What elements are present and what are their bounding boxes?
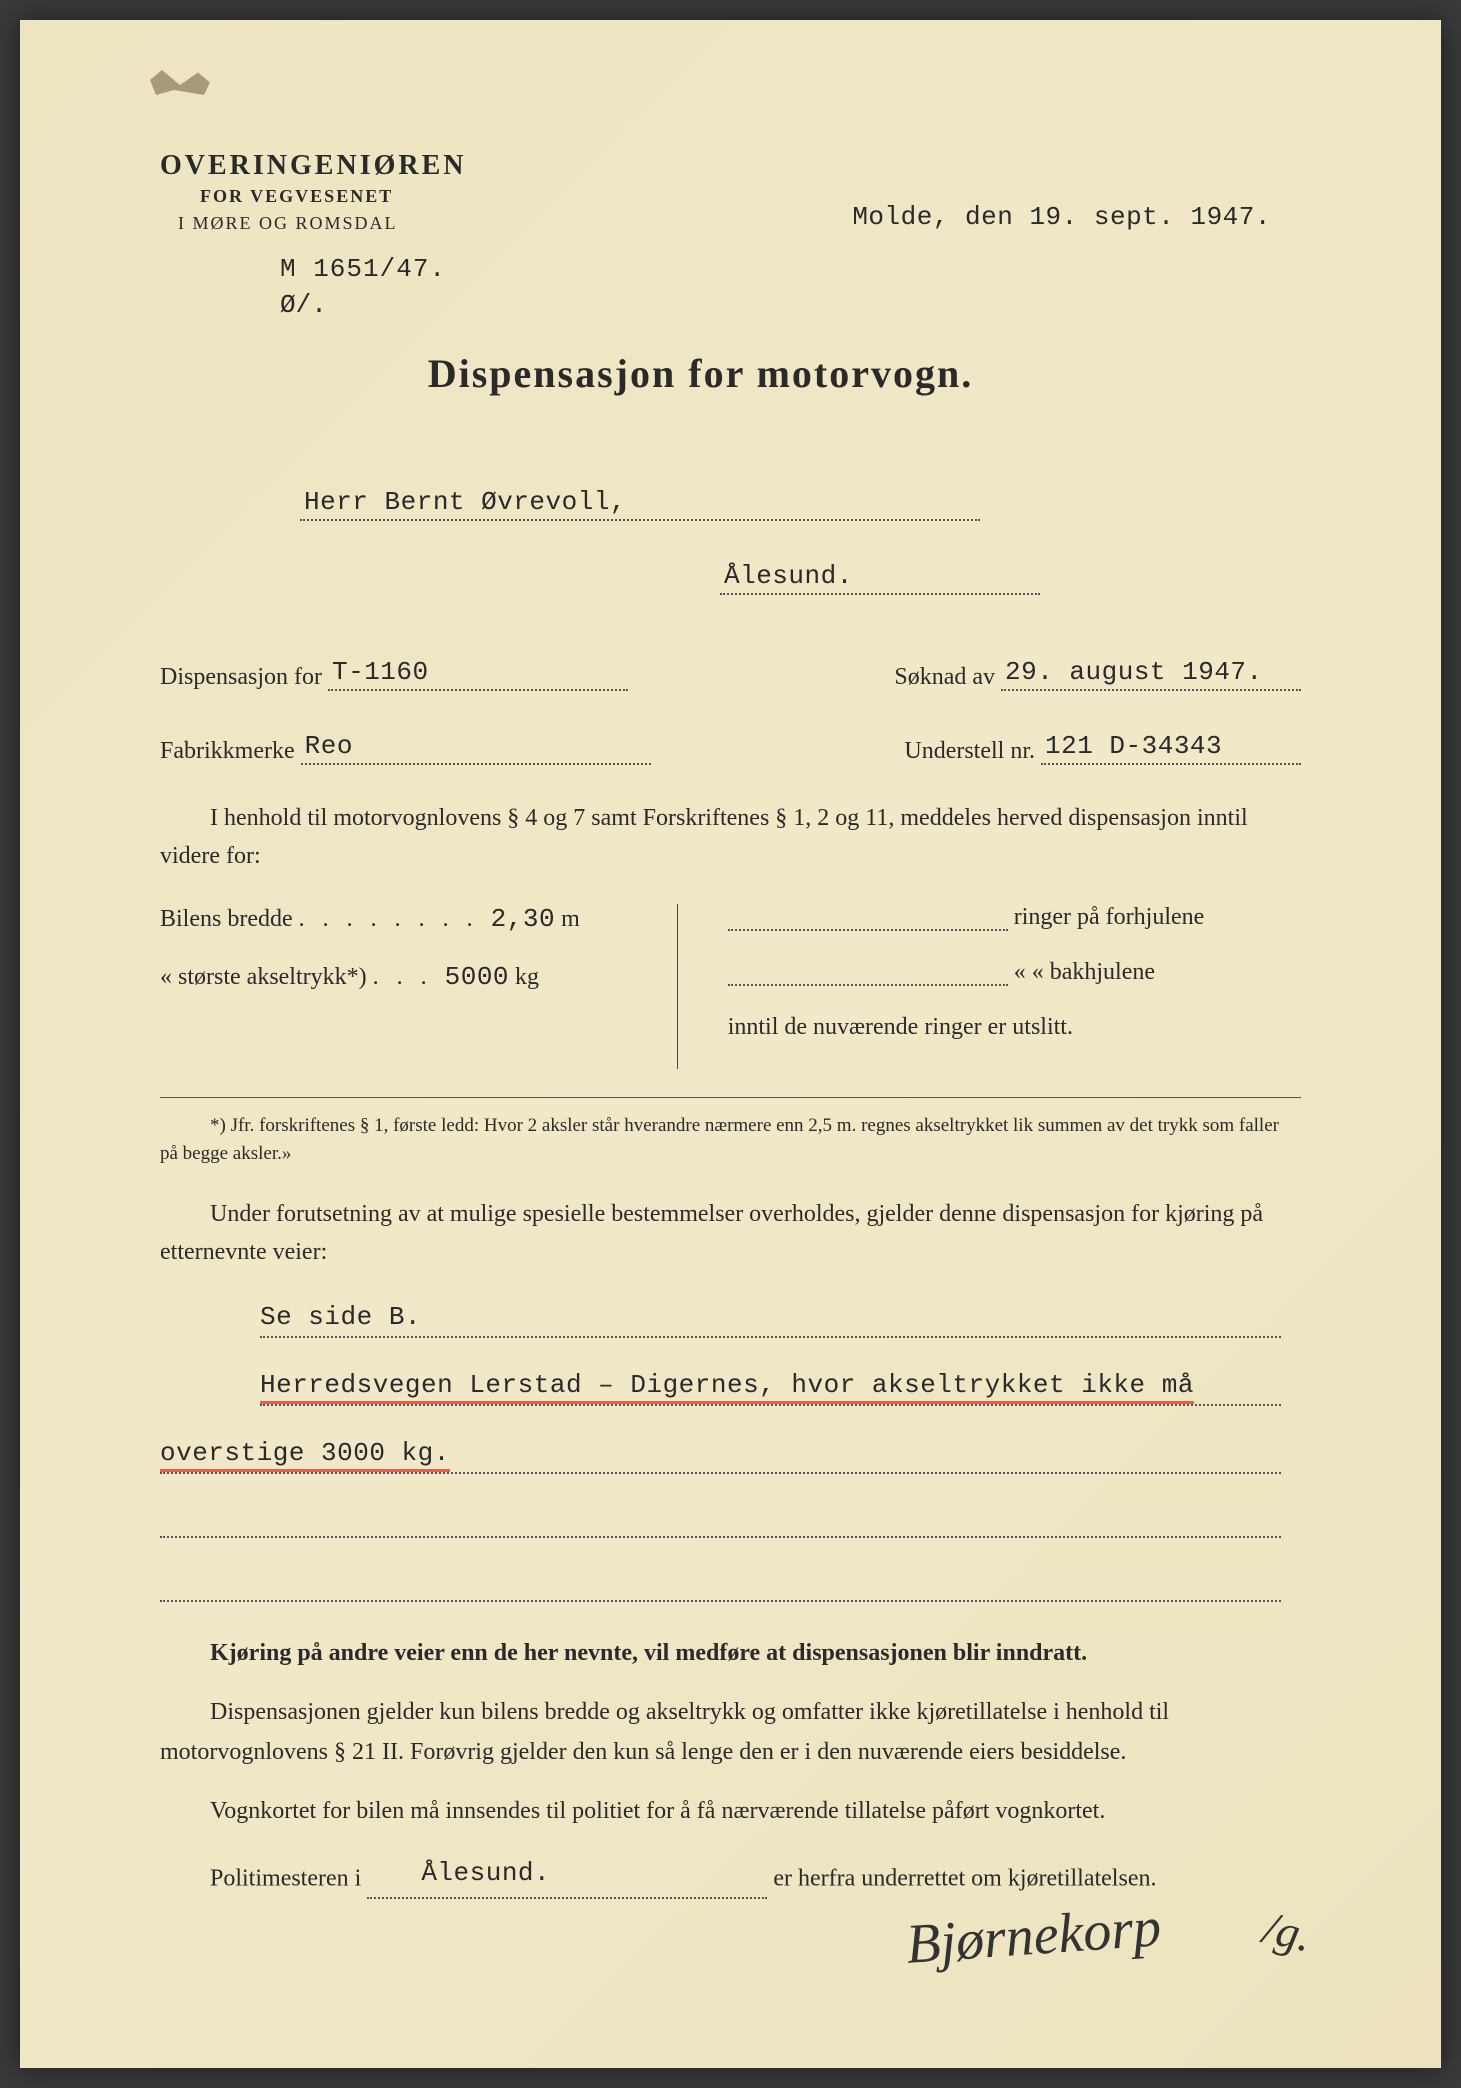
signature-mark: /g.	[1259, 1901, 1316, 1963]
politi-row: Politimesteren i Ålesund. er herfra unde…	[160, 1852, 1301, 1899]
road-line-empty-1	[160, 1506, 1281, 1538]
road-line-3-text: overstige 3000 kg.	[160, 1438, 450, 1472]
signature: Bjørnekorp	[904, 1895, 1163, 1977]
fabrikk-value: Reo	[301, 731, 651, 765]
bredde-unit: m	[561, 906, 580, 932]
fabrikk-label: Fabrikkmerke	[160, 738, 295, 764]
aksel-label: « største akseltrykk*)	[160, 964, 367, 990]
soknad-label: Søknad av	[894, 664, 995, 690]
paper-tear	[150, 70, 210, 95]
dispensation-row: Dispensasjon for T-1160 Søknad av 29. au…	[160, 657, 1301, 691]
forutsetning-para: Under forutsetning av at mulige spesiell…	[160, 1195, 1301, 1272]
spec-left: Bilens bredde . . . . . . . . 2,30 m « s…	[160, 904, 678, 1069]
road-line-2b: hvor akseltrykket ikke må	[775, 1370, 1194, 1404]
scope-paragraph: Dispensasjonen gjelder kun bilens bredde…	[160, 1693, 1301, 1772]
addressee-city: Ålesund.	[720, 561, 1040, 595]
reference-number: M 1651/47.	[280, 254, 1301, 284]
aksel-unit: kg	[515, 964, 539, 990]
date-value: 19. sept. 1947.	[1029, 202, 1271, 232]
addressee-city-row: Ålesund.	[720, 561, 1301, 595]
ringer-bak-label: « « bakhjulene	[1014, 959, 1155, 985]
law-paragraph: I henhold til motorvognlovens § 4 og 7 s…	[160, 799, 1301, 876]
road-line-2: Herredsvegen Lerstad – Digernes, hvor ak…	[260, 1370, 1281, 1406]
politi-value: Ålesund.	[367, 1852, 767, 1899]
reference-code: Ø/.	[280, 290, 1301, 320]
date-line: Molde, den 19. sept. 1947.	[852, 202, 1271, 232]
roads-block: Se side B. Herredsvegen Lerstad – Digern…	[160, 1302, 1301, 1602]
warning-paragraph: Kjøring på andre veier enn de her nevnte…	[160, 1634, 1301, 1674]
vognkort-paragraph: Vognkortet for bilen må innsendes til po…	[160, 1792, 1301, 1832]
aksel-value: 5000	[445, 962, 509, 992]
ringer-for-value	[728, 927, 1008, 931]
date-city: Molde	[852, 202, 933, 232]
politi-suffix: er herfra underrettet om kjøretillatelse…	[773, 1865, 1156, 1891]
spec-right: ringer på forhjulene « « bakhjulene innt…	[718, 904, 1301, 1069]
politi-prefix: Politimesteren i	[210, 1865, 361, 1891]
addressee-name: Herr Bernt Øvrevoll,	[300, 487, 980, 521]
understell-label: Understell nr.	[904, 738, 1035, 764]
letterhead-line1: OVERINGENIØREN	[160, 150, 1301, 182]
understell-value: 121 D-34343	[1041, 731, 1301, 765]
ringer-for-label: ringer på forhjulene	[1014, 904, 1205, 930]
disp-vehicle: T-1160	[328, 657, 628, 691]
document-page: OVERINGENIØREN FOR VEGVESENET I MØRE OG …	[20, 20, 1441, 2068]
soknad-date: 29. august 1947.	[1001, 657, 1301, 691]
road-line-2a: Herredsvegen Lerstad – Digernes,	[260, 1370, 775, 1404]
disp-for-label: Dispensasjon for	[160, 664, 322, 690]
road-line-1: Se side B.	[260, 1302, 1281, 1338]
spec-grid: Bilens bredde . . . . . . . . 2,30 m « s…	[160, 904, 1301, 1069]
page-title: Dispensasjon for motorvogn.	[100, 350, 1301, 397]
road-line-3: overstige 3000 kg.	[160, 1438, 1281, 1474]
road-line-empty-2	[160, 1570, 1281, 1602]
addressee: Herr Bernt Øvrevoll,	[300, 487, 1301, 521]
ringer-note: inntil de nuværende ringer er utslitt.	[728, 1014, 1301, 1041]
ringer-bak-value	[728, 982, 1008, 986]
fabrikk-row: Fabrikkmerke Reo Understell nr. 121 D-34…	[160, 731, 1301, 765]
bredde-label: Bilens bredde	[160, 906, 293, 932]
footnote: *) Jfr. forskriftenes § 1, første ledd: …	[160, 1097, 1301, 1169]
bredde-value: 2,30	[491, 904, 555, 934]
